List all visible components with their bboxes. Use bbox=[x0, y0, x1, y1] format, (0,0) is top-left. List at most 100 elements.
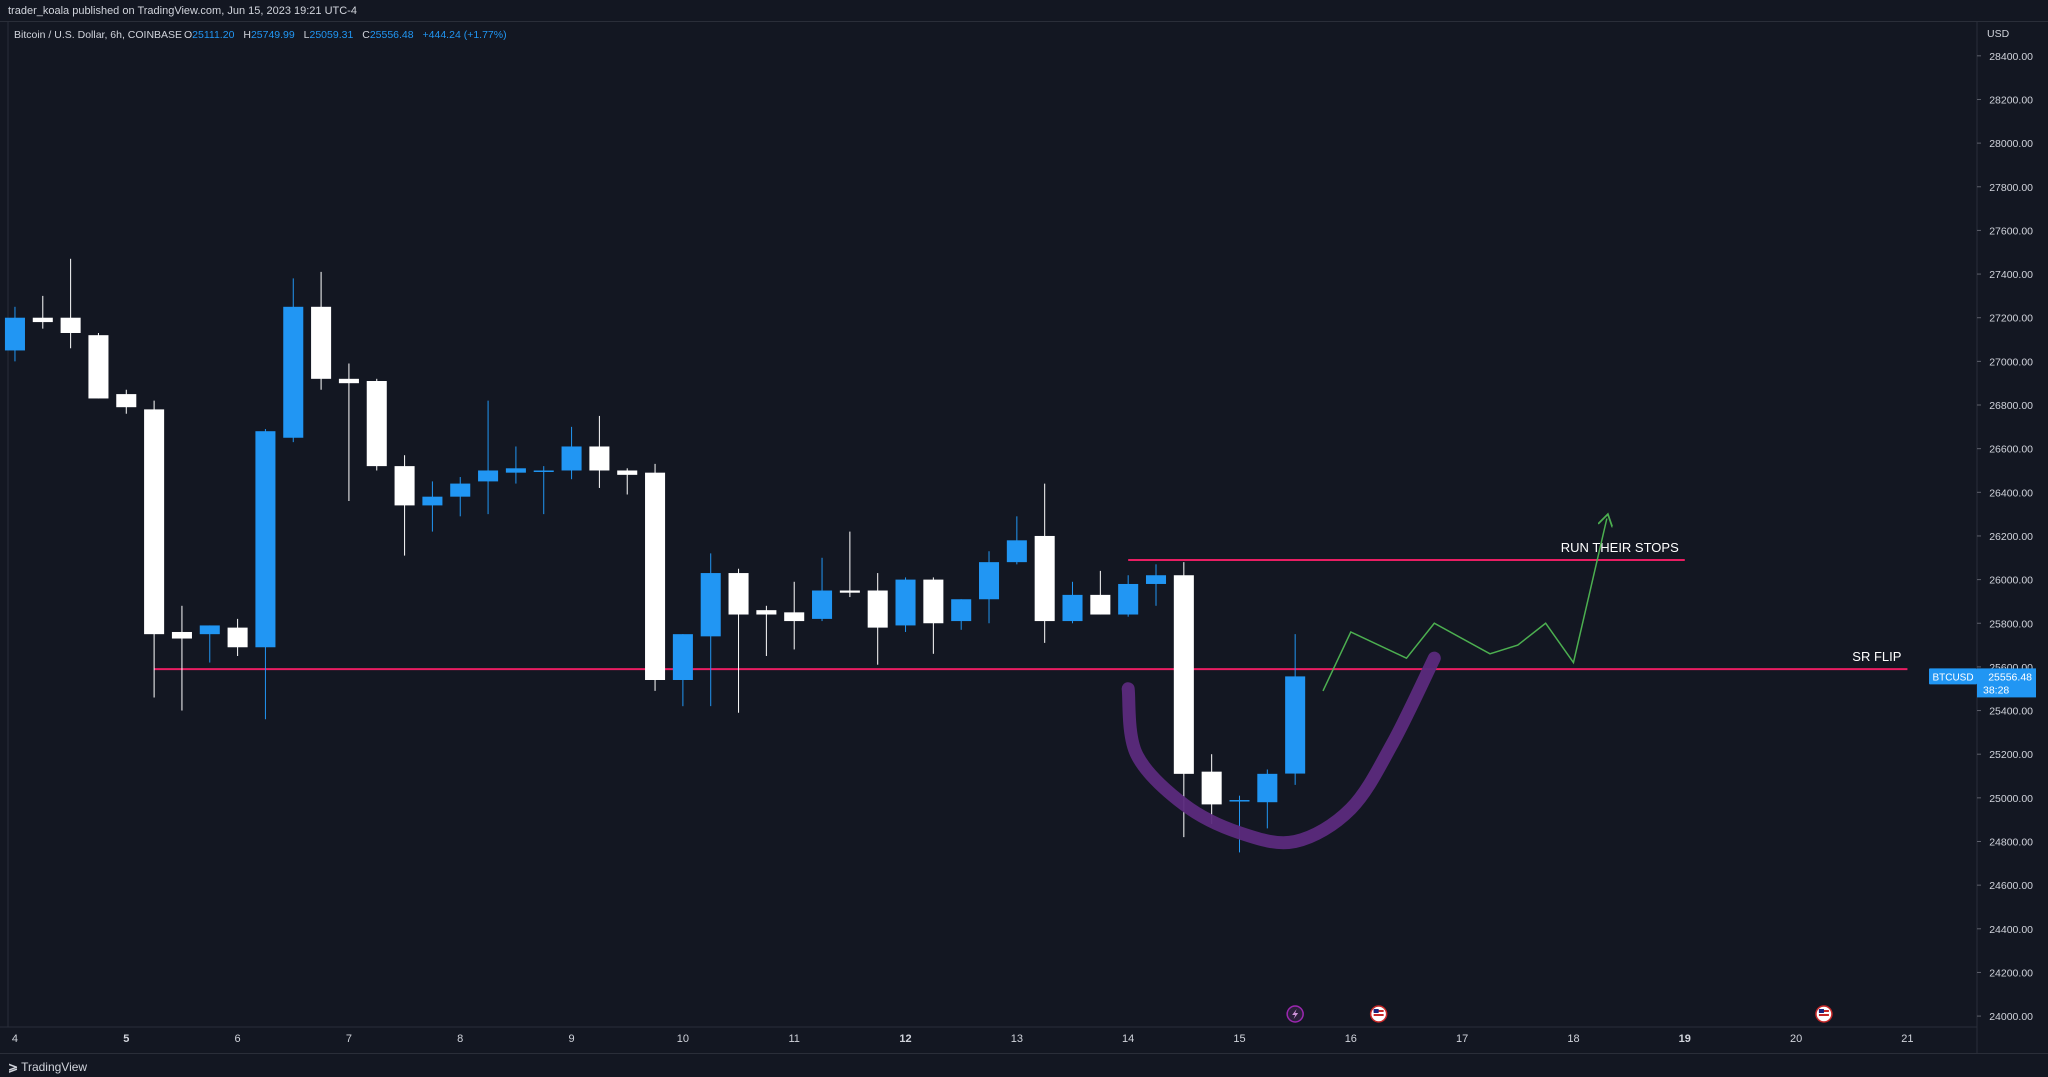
us-flag-icon[interactable] bbox=[1369, 1005, 1388, 1023]
y-tick-label: 25000.00 bbox=[1989, 793, 2033, 805]
y-tick-label: 25200.00 bbox=[1989, 749, 2033, 761]
candle-body[interactable] bbox=[32, 317, 53, 323]
candle-body[interactable] bbox=[4, 317, 25, 351]
y-tick-label: 24800.00 bbox=[1989, 836, 2033, 848]
candle-body[interactable] bbox=[1062, 594, 1083, 622]
last-price-value: 25556.48 bbox=[1988, 671, 2032, 683]
candle-body[interactable] bbox=[60, 317, 81, 333]
candle-body[interactable] bbox=[338, 378, 359, 384]
tradingview-brand[interactable]: ⩾ TradingView bbox=[8, 1060, 87, 1074]
candle-body[interactable] bbox=[867, 590, 888, 628]
y-tick-label: 24000.00 bbox=[1989, 1011, 2033, 1023]
candle-body[interactable] bbox=[617, 470, 638, 475]
x-tick-label: 20 bbox=[1790, 1033, 1802, 1045]
candle-body[interactable] bbox=[171, 631, 192, 639]
candle-body[interactable] bbox=[394, 466, 415, 506]
y-tick-label: 27400.00 bbox=[1989, 269, 2033, 281]
candle-body[interactable] bbox=[839, 590, 860, 593]
candle-body[interactable] bbox=[1145, 575, 1167, 584]
legend-c-value: 25556.48 bbox=[370, 29, 414, 41]
legend-h-value: 25749.99 bbox=[251, 29, 295, 41]
candle-body[interactable] bbox=[589, 446, 610, 471]
candle-body[interactable] bbox=[283, 306, 304, 438]
candle-body[interactable] bbox=[1006, 540, 1027, 563]
y-tick-label: 24400.00 bbox=[1989, 924, 2033, 936]
legend-change: +444.24 (+1.77%) bbox=[423, 29, 507, 41]
candle-body[interactable] bbox=[478, 470, 499, 482]
candle-body[interactable] bbox=[812, 590, 833, 619]
candle-body[interactable] bbox=[450, 483, 471, 497]
svg-text:O25111.20 H25749.99: O25111.20 H25749.99 L25059.31 C25556.48 … bbox=[184, 29, 507, 41]
candle-body[interactable] bbox=[1201, 771, 1222, 805]
y-tick-label: 24600.00 bbox=[1989, 880, 2033, 892]
x-tick-label: 11 bbox=[788, 1033, 799, 1045]
flag-stripe bbox=[1373, 1014, 1384, 1016]
candle-body[interactable] bbox=[199, 625, 220, 635]
x-tick-label: 18 bbox=[1567, 1033, 1579, 1045]
y-tick-label: 25800.00 bbox=[1989, 618, 2033, 630]
candlestick-chart[interactable]: RUN THEIR STOPS SR FLIP USD 24000.00 24200.… bbox=[0, 0, 2048, 1053]
projection-path-drawing[interactable] bbox=[1322, 518, 1607, 692]
x-tick-label: 14 bbox=[1122, 1033, 1134, 1045]
candle-body[interactable] bbox=[1173, 575, 1194, 774]
lightning-icon[interactable] bbox=[1286, 1005, 1304, 1023]
flag-canton bbox=[1818, 1009, 1824, 1013]
x-tick-label: 16 bbox=[1345, 1033, 1357, 1045]
candle-body[interactable] bbox=[1257, 773, 1278, 803]
x-tick-label: 19 bbox=[1679, 1033, 1691, 1045]
candle-body[interactable] bbox=[311, 306, 332, 379]
y-tick-label: 25400.00 bbox=[1989, 706, 2033, 718]
candle-body[interactable] bbox=[1118, 583, 1139, 615]
candle-body[interactable] bbox=[116, 394, 137, 408]
x-tick-label: 21 bbox=[1901, 1033, 1913, 1045]
candle-body[interactable] bbox=[979, 562, 1000, 600]
flag-canton bbox=[1373, 1009, 1379, 1013]
candle-body[interactable] bbox=[255, 431, 276, 648]
candle-body[interactable] bbox=[422, 496, 443, 506]
candle-body[interactable] bbox=[895, 579, 916, 626]
candle-body[interactable] bbox=[784, 612, 805, 622]
level-label: SR FLIP bbox=[1852, 649, 1901, 664]
y-tick-label: 27800.00 bbox=[1989, 182, 2033, 194]
level-label: RUN THEIR STOPS bbox=[1561, 540, 1679, 555]
u-shape-curve-drawing[interactable] bbox=[1121, 651, 1441, 850]
candle-body[interactable] bbox=[88, 335, 109, 399]
legend-h-label: H bbox=[243, 29, 251, 41]
candle-body[interactable] bbox=[505, 468, 526, 473]
candle-body[interactable] bbox=[1090, 594, 1111, 615]
candle-body[interactable] bbox=[227, 627, 248, 648]
legend-symbol: Bitcoin / U.S. Dollar, 6h, COINBASE bbox=[14, 29, 182, 41]
candle-body[interactable] bbox=[561, 446, 582, 471]
y-tick-label: 26000.00 bbox=[1989, 575, 2033, 587]
candle-body[interactable] bbox=[756, 610, 777, 615]
candle-body[interactable] bbox=[951, 599, 972, 622]
y-tick-label: 27600.00 bbox=[1989, 225, 2033, 237]
x-tick-label: 9 bbox=[569, 1033, 575, 1045]
candle-body[interactable] bbox=[144, 409, 165, 635]
candle-body[interactable] bbox=[672, 634, 693, 680]
x-tick-label: 17 bbox=[1456, 1033, 1468, 1045]
y-tick-label: 26600.00 bbox=[1989, 444, 2033, 456]
legend-o-value: 25111.20 bbox=[192, 29, 234, 41]
symbol-tag bbox=[1929, 668, 1977, 685]
x-tick-label: 4 bbox=[12, 1033, 18, 1045]
x-tick-label: 10 bbox=[677, 1033, 689, 1045]
candle-body[interactable] bbox=[700, 573, 721, 637]
y-axis-unit-label: USD bbox=[1987, 28, 2010, 40]
candle-body[interactable] bbox=[645, 472, 666, 680]
x-tick-label: 5 bbox=[123, 1033, 129, 1045]
y-tick-label: 27200.00 bbox=[1989, 313, 2033, 325]
candle-body[interactable] bbox=[923, 579, 944, 624]
candle-body[interactable] bbox=[728, 573, 749, 615]
candle-body[interactable] bbox=[533, 470, 554, 472]
candle-body[interactable] bbox=[1229, 800, 1250, 802]
tradingview-logo-icon: ⩾ bbox=[8, 1060, 18, 1074]
y-tick-label: 28000.00 bbox=[1989, 138, 2033, 150]
candle-body[interactable] bbox=[1034, 535, 1055, 622]
us-flag-icon[interactable] bbox=[1815, 1005, 1833, 1023]
x-tick-label: 8 bbox=[457, 1033, 463, 1045]
candle-body[interactable] bbox=[1285, 676, 1306, 774]
legend-c-label: C bbox=[362, 29, 370, 41]
candle-body[interactable] bbox=[366, 381, 387, 467]
published-info: trader_koala published on TradingView.co… bbox=[8, 5, 357, 17]
